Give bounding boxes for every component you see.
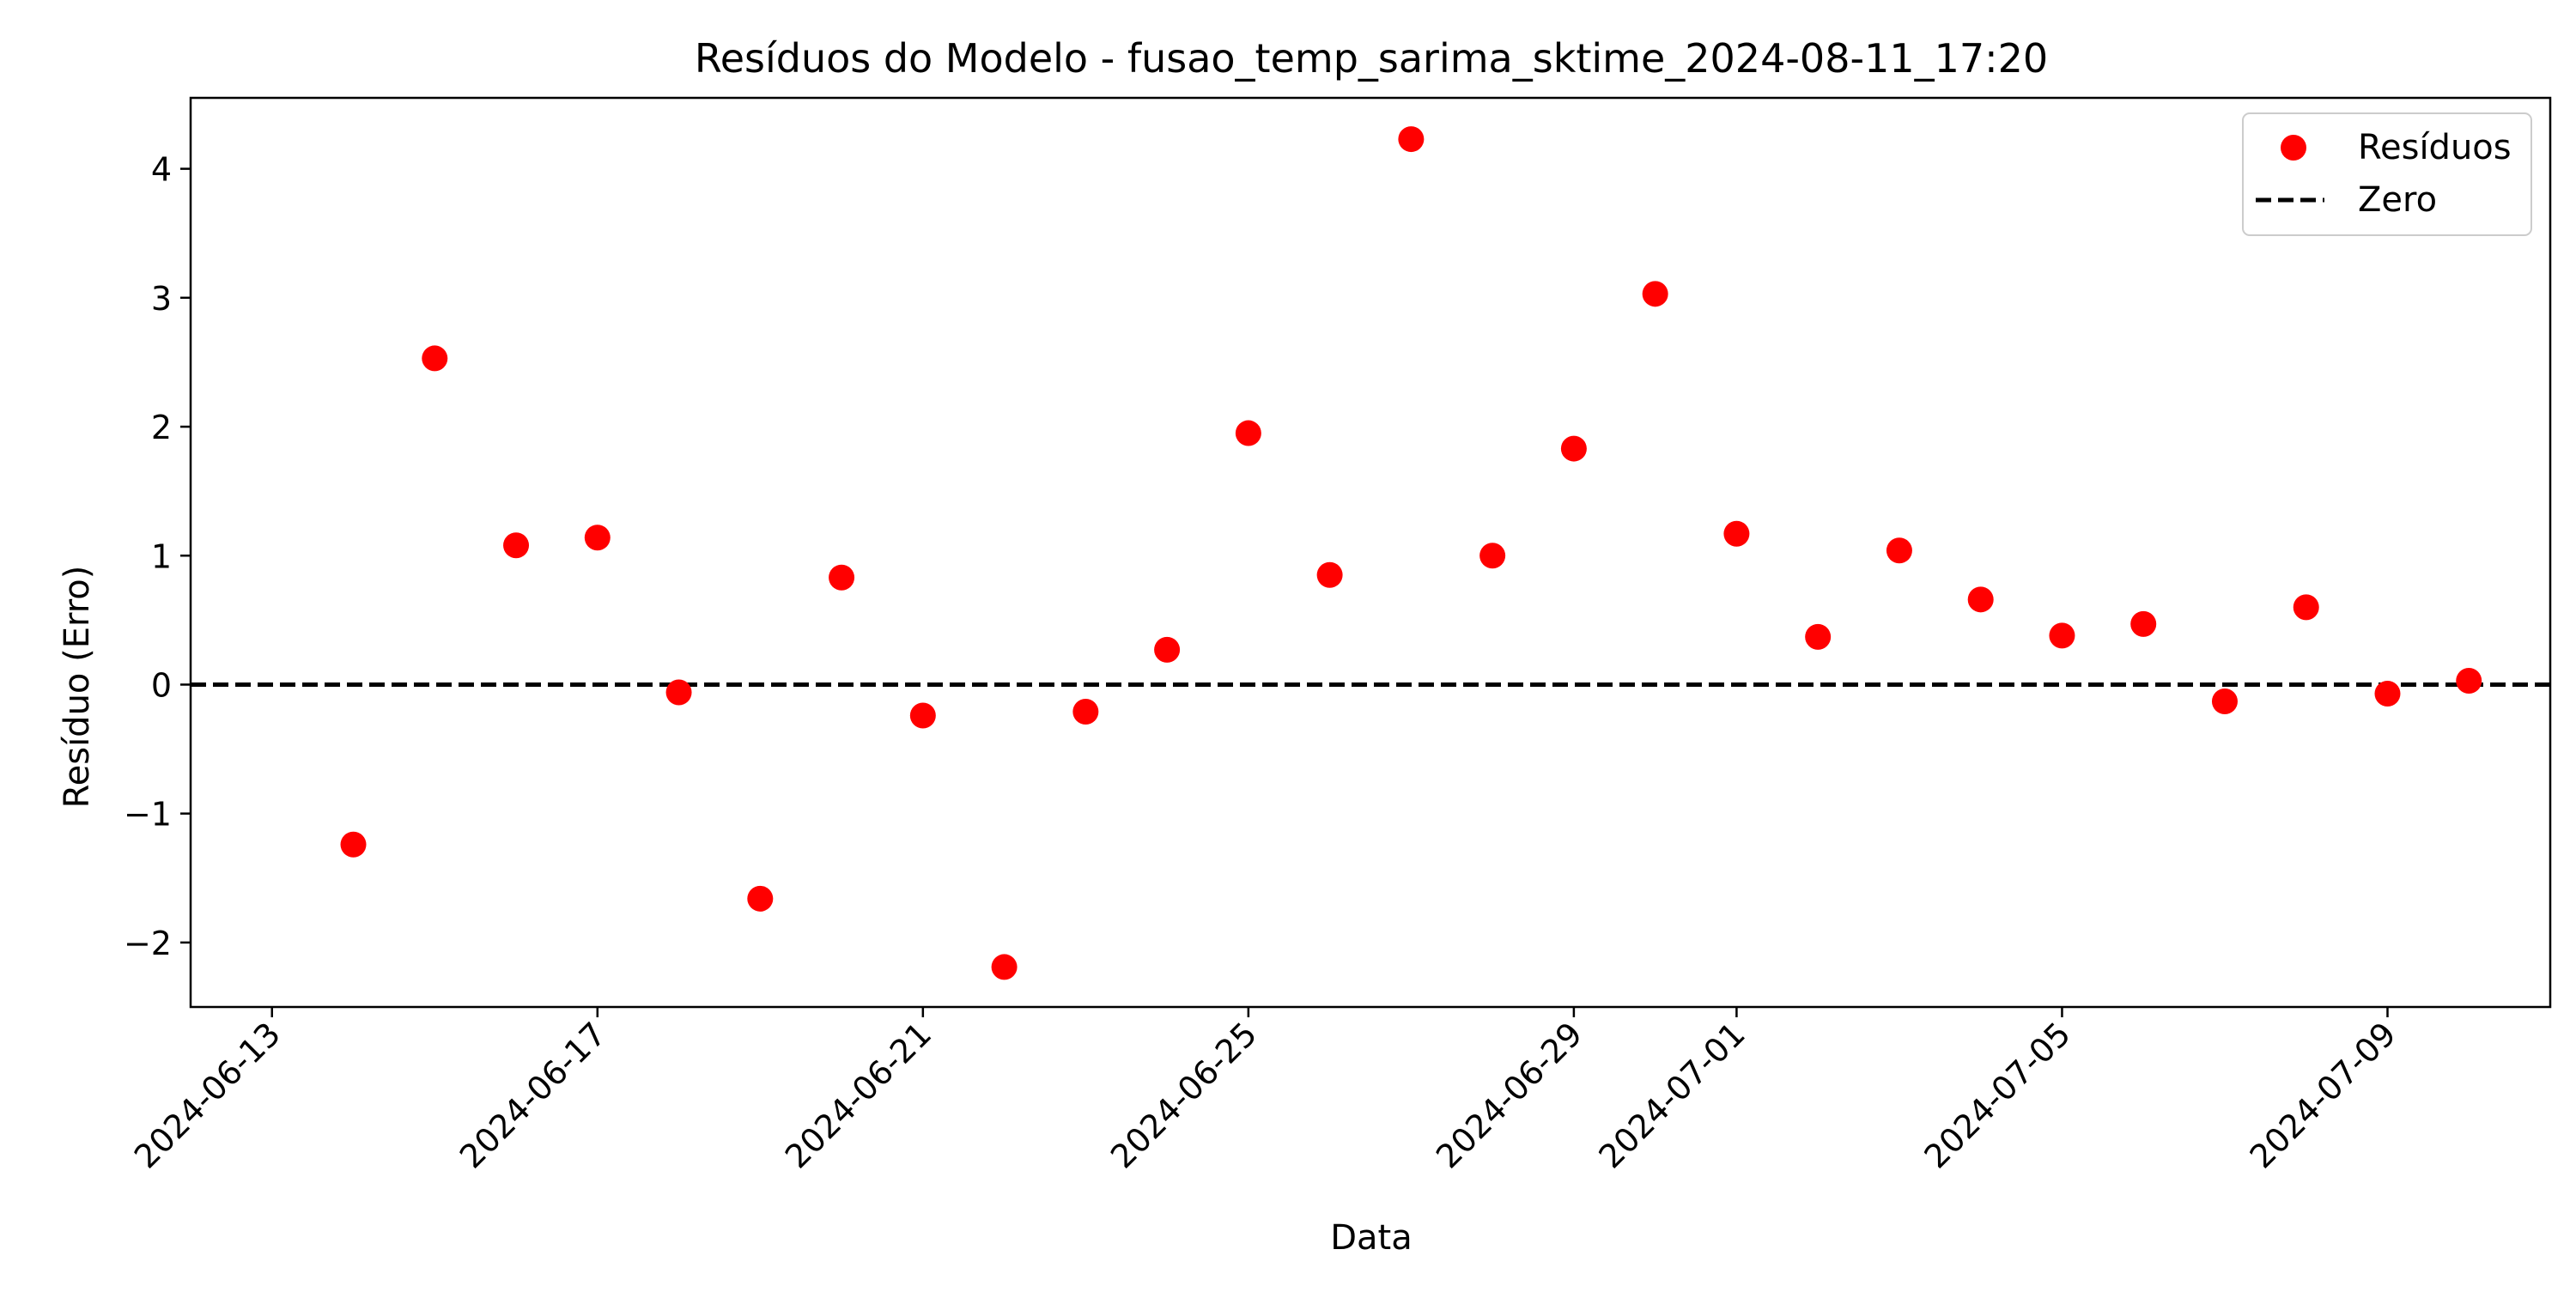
residual-point [584,525,611,551]
y-tick-label: 3 [151,280,172,318]
residual-point [665,679,692,706]
y-tick-label: −1 [124,796,172,834]
y-axis: −2 −1 0 1 2 3 4 [124,151,191,962]
y-tick-label: 2 [151,409,172,446]
residual-point [1316,561,1343,588]
plot-frame [189,96,2552,1009]
legend-box [2242,112,2532,236]
residual-point [503,532,530,559]
legend: Resíduos Zero [2242,112,2532,236]
y-axis-label: Resíduo (Erro) [58,566,97,809]
residual-point [2293,594,2319,621]
residual-point [1479,543,1506,569]
residual-point [2374,680,2401,707]
residual-point [1967,586,1994,613]
residual-point [1560,435,1587,462]
residual-point [1154,636,1181,663]
legend-marker-residuos [2281,135,2306,161]
y-tick-label: 1 [151,537,172,575]
residual-point [1642,281,1668,307]
residual-point [2049,622,2075,649]
x-tick-label: 2024-07-09 [2243,1015,2403,1175]
x-tick-label: 2024-06-29 [1429,1015,1589,1175]
residual-point [2456,667,2482,694]
residual-point [1886,537,1912,564]
x-tick-label: 2024-06-13 [127,1015,288,1175]
x-tick-label: 2024-06-25 [1103,1015,1264,1175]
residual-point [747,885,774,912]
plot-area [189,96,2552,1009]
y-tick-label: 4 [151,151,172,189]
residual-point [1072,699,1099,725]
residual-point [340,831,367,858]
x-tick-label: 2024-06-17 [453,1015,613,1175]
legend-label-zero: Zero [2358,180,2437,220]
x-tick-label: 2024-07-01 [1592,1015,1753,1175]
x-axis: 2024-06-13 2024-06-17 2024-06-21 2024-06-25… [127,1007,2403,1176]
legend-label-residuos: Resíduos [2358,128,2512,167]
x-tick-label: 2024-07-05 [1917,1015,2078,1175]
y-tick-label: 0 [151,666,172,704]
x-tick-label: 2024-06-21 [778,1015,939,1175]
residual-point [909,702,936,729]
residual-point [422,345,448,372]
residual-point [1398,126,1425,153]
residual-point [991,954,1018,980]
residual-point [1235,420,1261,446]
x-axis-label: Data [1330,1218,1413,1258]
residual-point [2130,610,2157,637]
residual-point [1723,520,1750,547]
residual-point [829,564,855,591]
residual-point [2211,688,2238,714]
residual-point [1805,623,1832,650]
chart-title: Resíduos do Modelo - fusao_temp_sarima_s… [695,35,2048,82]
y-tick-label: −2 [124,925,172,962]
